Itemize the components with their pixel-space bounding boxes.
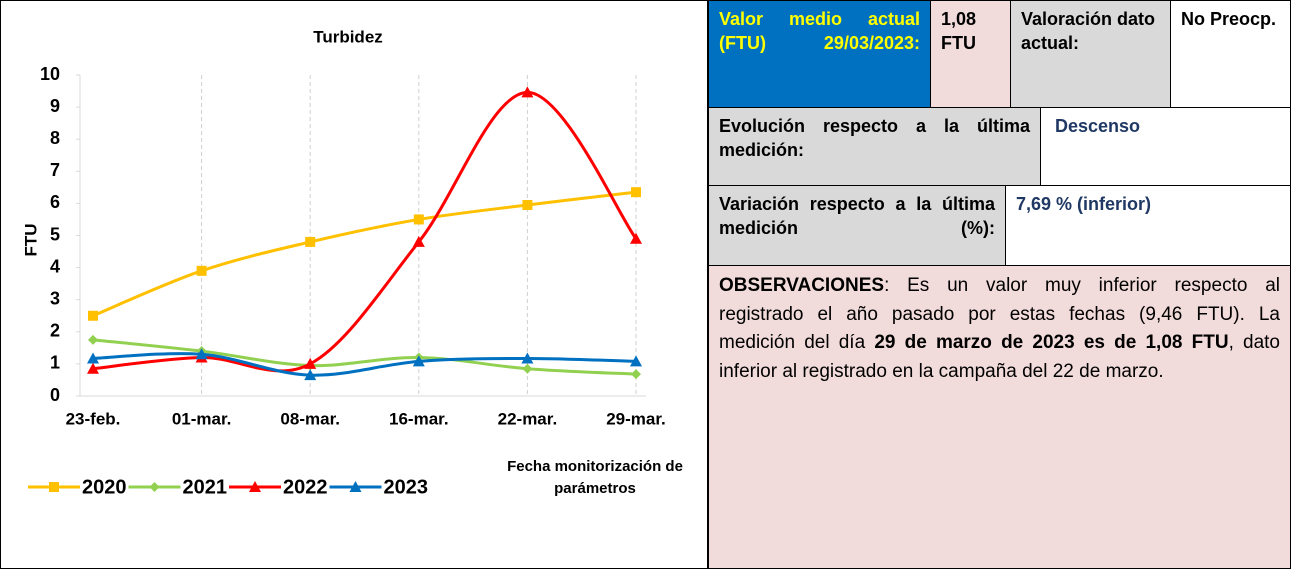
marker [88, 334, 98, 345]
legend-label: 2023 [384, 476, 429, 498]
evolution: Descenso [1040, 107, 1291, 186]
x-tick-label: 23-feb. [66, 409, 121, 428]
y-tick-label: 2 [50, 321, 60, 341]
line [92, 90, 638, 373]
marker [630, 232, 642, 244]
marker [631, 369, 641, 380]
line [92, 190, 637, 318]
marker [49, 482, 59, 492]
marker [304, 369, 317, 381]
legend-item: 2021 [128, 476, 228, 498]
marker [87, 362, 99, 374]
marker [349, 481, 362, 492]
marker [631, 187, 641, 198]
variation-label: Variación respecto a la última medición … [708, 185, 1006, 266]
marker [522, 200, 533, 211]
y-tick-label: 9 [50, 96, 60, 116]
y-tick-label: 7 [50, 160, 60, 180]
rating-label: Valoración dato actual: [1010, 0, 1171, 108]
marker [149, 482, 160, 492]
x-tick-label: 08-mar. [280, 409, 340, 428]
marker [196, 265, 207, 276]
marker [630, 355, 642, 367]
observation-text: , dato inferior al registrado en la camp… [719, 332, 1280, 382]
marker [521, 86, 534, 98]
observation-text: 29 de marzo de 2023 es de 1,08 FTU [874, 332, 1229, 353]
observation-text: : Es un valor muy inferior respecto al r… [719, 275, 1280, 353]
value: 1,08 FTU [930, 0, 1011, 108]
legend-item: 2023 [329, 476, 429, 498]
marker [521, 352, 534, 364]
legend-label: 2021 [183, 476, 228, 498]
marker [249, 481, 261, 492]
variation: 7,69 % (inferior) [1005, 185, 1291, 266]
marker [412, 235, 425, 247]
x-tick-label: 01-mar. [172, 409, 232, 428]
legend-label: 2022 [283, 476, 328, 498]
y-tick-label: 6 [50, 192, 60, 212]
y-axis-label: FTU [21, 223, 40, 256]
marker [305, 236, 316, 247]
y-tick-label: 8 [50, 128, 60, 148]
x-tick-label: 22-mar. [498, 409, 558, 428]
marker [522, 363, 533, 374]
observation-text: OBSERVACIONES [719, 275, 885, 296]
y-tick-label: 3 [50, 288, 60, 308]
y-tick-label: 4 [50, 256, 60, 276]
marker [87, 352, 99, 364]
y-tick-label: 1 [50, 353, 60, 373]
line [92, 338, 637, 376]
evolution-label: Evolución respecto a la última medición: [708, 107, 1041, 186]
marker [413, 214, 424, 225]
legend-item: 2022 [229, 476, 328, 498]
legend-item: 2020 [28, 476, 127, 498]
marker [88, 310, 98, 321]
line [92, 352, 637, 377]
marker [304, 357, 317, 369]
y-tick-label: 10 [40, 64, 60, 84]
chart-title: Turbidez [313, 27, 383, 46]
marker [195, 348, 208, 360]
rating: No Preocp. [1170, 0, 1291, 108]
observations: OBSERVACIONES: Es un valor muy inferior … [708, 265, 1291, 569]
x-tick-label: 29-mar. [606, 409, 666, 428]
marker [412, 355, 425, 367]
y-tick-label: 0 [50, 385, 60, 405]
x-tick-label: 16-mar. [389, 409, 449, 428]
value-label: Valor medio actual (FTU) 29/03/2023: [708, 0, 931, 108]
legend-label: 2020 [82, 476, 127, 498]
chart: Turbidez FTU 0 1 2 3 4 5 6 7 8 9 10 23-feb. 01-mar. 0… [21, 27, 666, 498]
x-axis-label: Fecha monitorización de parámetros [507, 458, 683, 497]
y-tick-label: 5 [50, 224, 60, 244]
